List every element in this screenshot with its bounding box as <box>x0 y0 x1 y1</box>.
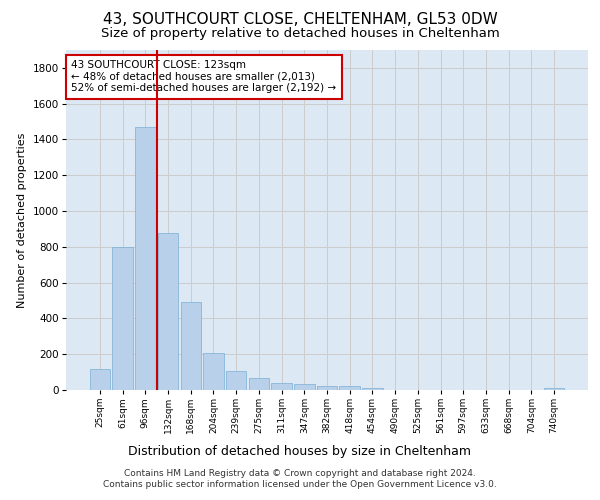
Bar <box>90 368 110 390</box>
Bar <box>158 232 178 390</box>
Bar <box>181 302 201 390</box>
Bar <box>112 247 133 390</box>
Bar <box>362 388 383 390</box>
Text: Size of property relative to detached houses in Cheltenham: Size of property relative to detached ho… <box>101 28 499 40</box>
Bar <box>317 386 337 390</box>
Bar <box>203 354 224 390</box>
Y-axis label: Number of detached properties: Number of detached properties <box>17 132 27 308</box>
Text: Distribution of detached houses by size in Cheltenham: Distribution of detached houses by size … <box>128 444 472 458</box>
Bar <box>544 388 564 390</box>
Bar <box>248 378 269 390</box>
Text: 43, SOUTHCOURT CLOSE, CHELTENHAM, GL53 0DW: 43, SOUTHCOURT CLOSE, CHELTENHAM, GL53 0… <box>103 12 497 28</box>
Bar <box>340 386 360 390</box>
Bar <box>226 371 247 390</box>
Bar <box>294 384 314 390</box>
Text: 43 SOUTHCOURT CLOSE: 123sqm
← 48% of detached houses are smaller (2,013)
52% of : 43 SOUTHCOURT CLOSE: 123sqm ← 48% of det… <box>71 60 337 94</box>
Text: Contains HM Land Registry data © Crown copyright and database right 2024.: Contains HM Land Registry data © Crown c… <box>124 468 476 477</box>
Bar <box>135 127 155 390</box>
Text: Contains public sector information licensed under the Open Government Licence v3: Contains public sector information licen… <box>103 480 497 489</box>
Bar <box>271 383 292 390</box>
